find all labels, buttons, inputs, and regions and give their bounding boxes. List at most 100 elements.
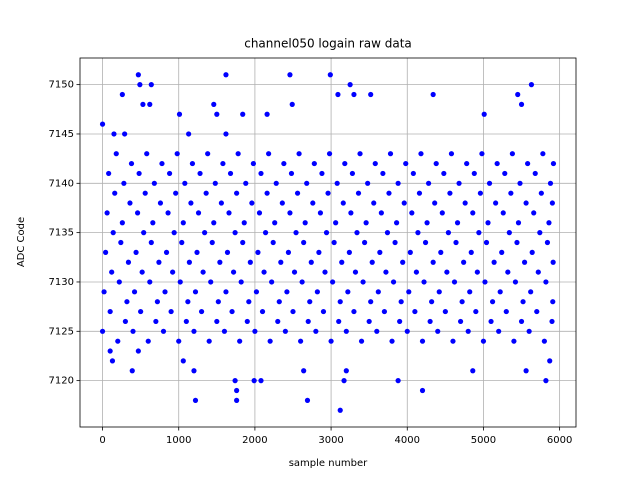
point [194, 249, 200, 255]
point [450, 338, 456, 344]
point [345, 289, 351, 295]
point [226, 210, 232, 216]
point [351, 308, 357, 315]
point [342, 160, 348, 167]
point [223, 72, 229, 78]
point [224, 249, 231, 255]
point [133, 249, 139, 255]
point [166, 170, 173, 177]
point [397, 318, 403, 325]
point [317, 210, 324, 216]
point [488, 318, 494, 325]
point [461, 259, 467, 265]
point [241, 220, 247, 226]
point [240, 239, 246, 246]
point [176, 338, 182, 344]
chart-title: channel050 logain raw data [244, 37, 412, 51]
point [550, 259, 556, 265]
point [282, 328, 288, 334]
point [508, 190, 514, 196]
point [430, 259, 436, 265]
point [157, 200, 164, 206]
point [206, 338, 212, 344]
point [328, 338, 334, 344]
point [540, 151, 546, 157]
point [141, 230, 147, 236]
point [185, 299, 191, 305]
point [377, 249, 383, 255]
x-tick-label: 0 [99, 435, 105, 446]
point [205, 151, 211, 157]
point [180, 358, 186, 364]
point [343, 328, 349, 334]
point [110, 230, 116, 236]
point [514, 239, 520, 246]
point [496, 328, 502, 334]
point [453, 239, 459, 246]
point [384, 230, 391, 236]
point [427, 318, 433, 325]
point [347, 82, 353, 88]
point [299, 279, 305, 285]
point [294, 190, 301, 196]
point [217, 259, 223, 265]
point [398, 299, 404, 305]
point [518, 101, 525, 107]
point [223, 131, 229, 137]
y-tick-label: 7135 [49, 228, 74, 239]
point [323, 230, 330, 236]
point [441, 170, 447, 177]
point [150, 220, 156, 226]
point [506, 230, 512, 236]
point [247, 259, 253, 265]
point [230, 269, 237, 275]
point [264, 190, 270, 196]
point [459, 299, 465, 305]
point [211, 220, 217, 226]
point [386, 190, 392, 196]
point [467, 289, 473, 295]
point [327, 72, 333, 78]
point [218, 200, 224, 206]
point [311, 160, 317, 167]
point [355, 190, 362, 196]
point [151, 180, 157, 186]
point [255, 249, 261, 255]
point [148, 239, 154, 246]
point [535, 269, 541, 275]
point [261, 269, 267, 275]
point [313, 328, 319, 334]
point [270, 239, 276, 246]
point [160, 328, 167, 334]
point [170, 269, 176, 275]
point [129, 368, 135, 374]
point [125, 259, 132, 265]
point [352, 269, 359, 275]
point [162, 289, 168, 295]
point [180, 220, 186, 226]
point [512, 279, 519, 285]
point [442, 308, 448, 315]
point [121, 180, 127, 186]
point [515, 91, 521, 98]
point [493, 200, 499, 206]
point [122, 318, 129, 325]
point [128, 160, 135, 167]
point [288, 170, 295, 177]
point [413, 269, 420, 275]
point [287, 72, 293, 78]
point [291, 269, 298, 275]
point [444, 269, 450, 275]
point [505, 269, 511, 275]
x-tick-label: 6000 [547, 435, 572, 446]
point [500, 210, 506, 216]
point [135, 348, 141, 354]
point [147, 101, 153, 107]
point [482, 279, 488, 285]
point [468, 249, 474, 255]
point [543, 279, 549, 285]
point [337, 299, 343, 305]
point [406, 289, 412, 295]
x-tick-label: 4000 [395, 435, 420, 446]
point [409, 210, 415, 216]
